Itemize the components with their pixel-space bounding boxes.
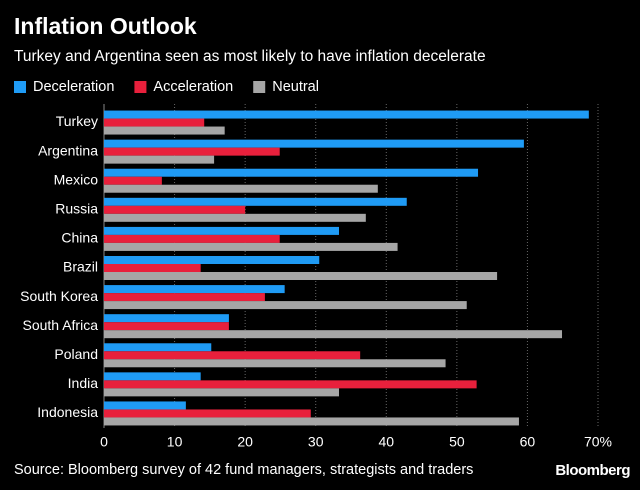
bar — [104, 301, 467, 310]
bar — [104, 409, 311, 418]
y-tick-label: South Korea — [20, 288, 98, 304]
x-tick-label: 20 — [237, 434, 253, 450]
source: Source: Bloomberg survey of 42 fund mana… — [14, 462, 473, 478]
y-tick-label: Argentina — [38, 142, 98, 158]
bar — [104, 213, 366, 222]
x-tick-label: 70% — [584, 434, 612, 450]
bar — [104, 184, 378, 193]
y-tick-label: Turkey — [56, 113, 98, 129]
x-tick-label: 30 — [308, 434, 324, 450]
chart-title: Inflation Outlook — [14, 13, 197, 39]
legend-label: Acceleration — [153, 79, 233, 95]
bar — [104, 126, 225, 135]
bar — [104, 155, 215, 164]
x-tick-label: 0 — [100, 434, 108, 450]
y-tick-label: Brazil — [63, 259, 98, 275]
y-tick-label: Indonesia — [37, 404, 98, 420]
bar — [104, 226, 340, 235]
bar — [104, 139, 524, 148]
x-tick-label: 60 — [520, 434, 536, 450]
bar — [104, 205, 246, 214]
y-tick-label: South Africa — [23, 317, 99, 333]
bar — [104, 372, 201, 381]
bar — [104, 272, 498, 280]
bar — [104, 293, 265, 302]
bar — [104, 351, 361, 360]
bar — [104, 234, 280, 243]
bar — [104, 343, 212, 352]
bar — [104, 380, 477, 389]
legend-swatch — [253, 81, 266, 93]
bar — [104, 388, 340, 397]
bar — [104, 197, 407, 206]
y-tick-label: China — [61, 230, 98, 246]
legend-swatch — [134, 81, 147, 93]
bar — [104, 242, 398, 251]
y-tick-label: Mexico — [54, 171, 99, 187]
bar — [104, 256, 320, 264]
brand: Bloomberg — [555, 462, 630, 479]
x-tick-label: 50 — [449, 434, 465, 450]
bar — [104, 118, 205, 127]
y-tick-label: Poland — [54, 346, 98, 362]
bar — [104, 147, 280, 156]
bar — [104, 314, 229, 323]
bar — [104, 176, 162, 185]
legend-label: Neutral — [272, 79, 319, 95]
bar — [104, 401, 186, 410]
y-tick-label: India — [68, 375, 99, 391]
x-tick-label: 10 — [167, 434, 183, 450]
x-tick-label: 40 — [378, 434, 394, 450]
y-tick-label: Russia — [55, 201, 98, 217]
bar — [104, 322, 229, 331]
bar — [104, 168, 479, 177]
bar — [104, 110, 589, 119]
bar — [104, 417, 519, 426]
bar — [104, 359, 446, 368]
bar — [104, 330, 563, 339]
bar — [104, 264, 201, 272]
bar — [104, 285, 285, 294]
legend-label: Deceleration — [33, 79, 114, 95]
legend-swatch — [14, 81, 26, 93]
chart-subtitle: Turkey and Argentina seen as most likely… — [14, 48, 486, 65]
